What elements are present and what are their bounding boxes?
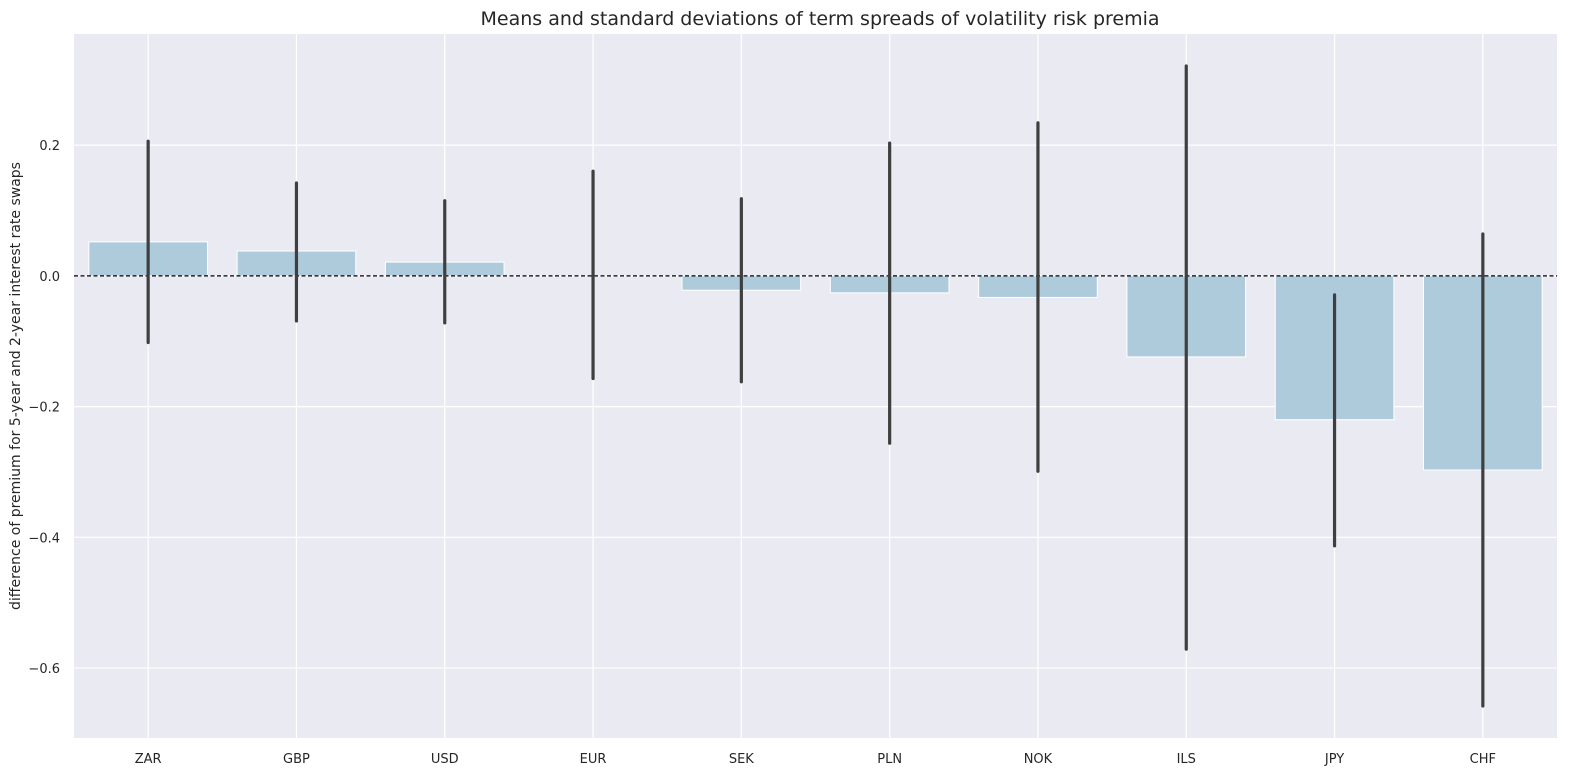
y-axis-ticks: −0.6 −0.4 −0.2 0.0 0.2 <box>28 139 60 677</box>
x-tick-label: JPY <box>1324 752 1344 767</box>
x-tick-label: ILS <box>1177 752 1196 767</box>
y-axis-label: difference of premium for 5-year and 2-y… <box>8 162 24 610</box>
x-tick-label: USD <box>431 752 459 767</box>
error-bars <box>146 64 1485 708</box>
x-axis-ticks: ZAR GBP USD EUR SEK PLN NOK ILS JPY CHF <box>135 752 1496 767</box>
x-tick-label: CHF <box>1470 752 1496 767</box>
y-tick-label: 0.2 <box>39 139 60 154</box>
x-tick-label: ZAR <box>135 752 162 767</box>
y-tick-label: 0.0 <box>39 270 60 285</box>
y-tick-label: −0.2 <box>28 401 60 416</box>
y-tick-label: −0.6 <box>28 662 60 677</box>
x-tick-label: NOK <box>1024 752 1053 767</box>
x-tick-label: SEK <box>729 752 754 767</box>
chart-title: Means and standard deviations of term sp… <box>480 8 1159 30</box>
x-tick-label: PLN <box>877 752 902 767</box>
x-tick-label: EUR <box>580 752 607 767</box>
x-tick-label: GBP <box>283 752 310 767</box>
y-tick-label: −0.4 <box>28 531 60 546</box>
